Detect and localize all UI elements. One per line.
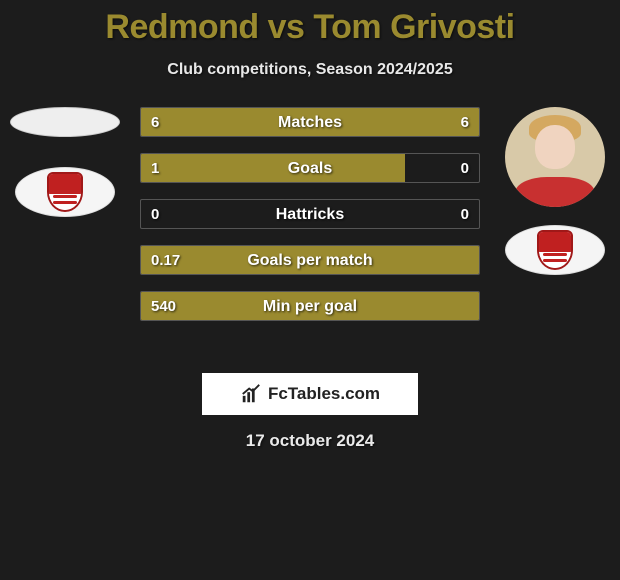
stat-label: Hattricks (141, 200, 479, 228)
player-left-column (5, 107, 125, 217)
stat-row: 66Matches (140, 107, 480, 137)
branding-text: FcTables.com (268, 384, 380, 404)
branding-badge: FcTables.com (202, 373, 418, 415)
comparison-subtitle: Club competitions, Season 2024/2025 (0, 61, 620, 79)
comparison-main: 66Matches 10Goals 00Hattricks 0.17Goals per… (0, 107, 620, 367)
player-right-crest (505, 225, 605, 275)
stat-label: Goals per match (141, 246, 479, 274)
chart-icon (240, 383, 262, 405)
comparison-date: 17 october 2024 (0, 431, 620, 451)
player-left-crest (15, 167, 115, 217)
shield-icon (47, 172, 83, 212)
stat-row: 10Goals (140, 153, 480, 183)
player-right-avatar (505, 107, 605, 207)
stat-label: Goals (141, 154, 479, 182)
comparison-title: Redmond vs Tom Grivosti (0, 0, 620, 47)
stat-row: 540Min per goal (140, 291, 480, 321)
stat-row: 00Hattricks (140, 199, 480, 229)
stat-label: Matches (141, 108, 479, 136)
stat-label: Min per goal (141, 292, 479, 320)
player-right-column (495, 107, 615, 275)
stat-bars: 66Matches 10Goals 00Hattricks 0.17Goals per… (140, 107, 480, 337)
stat-row: 0.17Goals per match (140, 245, 480, 275)
player-left-avatar (10, 107, 120, 137)
shield-icon (537, 230, 573, 270)
